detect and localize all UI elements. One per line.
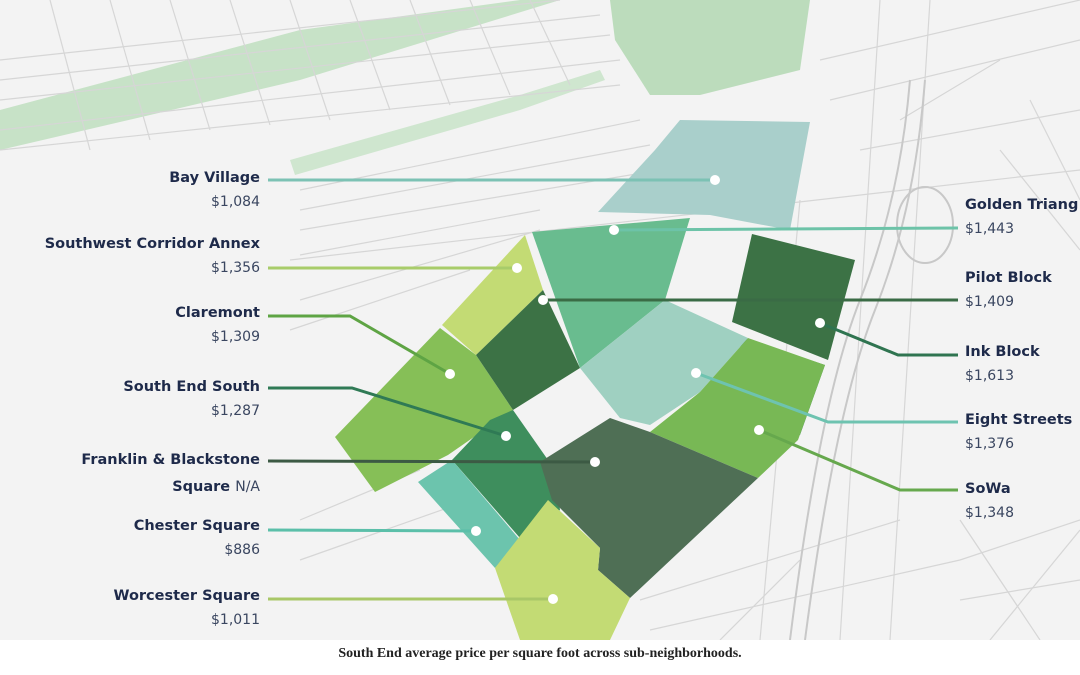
- region-pilot-block: [732, 234, 855, 360]
- marker-pilot-block: [538, 295, 548, 305]
- label-price: $1,409: [965, 294, 1014, 310]
- region-chester-square: [418, 460, 520, 568]
- label-name: Eight Streets: [965, 412, 1073, 428]
- label-price: $886: [224, 542, 260, 558]
- map-caption: South End average price per square foot …: [338, 646, 742, 661]
- region-bay-village: [598, 120, 810, 230]
- label-price: $1,613: [965, 368, 1014, 384]
- label-name: Southwest Corridor Annex: [44, 236, 260, 252]
- marker-claremont: [445, 369, 455, 379]
- label-name: Bay Village: [169, 170, 260, 186]
- label-name: Ink Block: [965, 344, 1040, 360]
- region-golden-triangle: [532, 218, 690, 368]
- leader-line-south-end-south: [268, 386, 507, 438]
- markers: [445, 175, 825, 604]
- leader-line-chester-square: [267, 528, 477, 533]
- label-price: $1,376: [965, 436, 1014, 452]
- label-price: $1,356: [211, 260, 260, 276]
- label-name: SoWa: [965, 481, 1011, 497]
- marker-sowa: [754, 425, 764, 435]
- label-name: Golden Triang: [965, 197, 1079, 213]
- label-bay-village: Bay Village $1,084: [169, 170, 260, 210]
- label-pilot-block: Pilot Block $1,409: [965, 270, 1052, 310]
- label-name-line2: Square: [172, 479, 231, 495]
- label-ink-block: Ink Block $1,613: [965, 344, 1040, 384]
- leader-line-claremont: [268, 314, 451, 376]
- label-worcester-square: Worcester Square $1,011: [113, 588, 260, 628]
- highway: [789, 79, 954, 640]
- marker-eight-streets: [691, 368, 701, 378]
- region-south-end-south-upper: [476, 290, 580, 410]
- marker-southwest-corridor-annex: [512, 263, 522, 273]
- region-eight-streets: [580, 300, 748, 425]
- region-sowa: [650, 338, 825, 478]
- leader-line-ink-block: [819, 321, 958, 357]
- leader-line-franklin-blackstone: [267, 459, 596, 464]
- label-name: South End South: [123, 379, 260, 395]
- label-southwest-corridor-annex: Southwest Corridor Annex $1,356: [45, 236, 260, 276]
- label-name: Worcester Square: [113, 588, 260, 604]
- label-price: $1,287: [211, 403, 260, 419]
- marker-golden-triangle: [609, 225, 619, 235]
- street-grid: [0, 0, 1080, 640]
- label-name: Pilot Block: [965, 270, 1052, 286]
- park-area: [610, 0, 810, 95]
- label-price: $1,309: [211, 329, 260, 345]
- neighborhood-map: [0, 0, 1080, 640]
- marker-bay-village: [710, 175, 720, 185]
- label-name: Chester Square: [133, 518, 260, 534]
- marker-worcester-square: [548, 594, 558, 604]
- label-name: Franklin & Blackstone: [81, 452, 260, 468]
- label-south-end-south: South End South $1,287: [123, 379, 260, 419]
- marker-chester-square: [471, 526, 481, 536]
- label-sowa: SoWa $1,348: [965, 481, 1014, 521]
- label-golden-triangle: Golden Triang $1,443: [965, 197, 1078, 237]
- region-worcester-square: [495, 500, 630, 640]
- leader-line-sowa: [758, 428, 958, 492]
- label-price: $1,084: [211, 194, 260, 210]
- label-eight-streets: Eight Streets $1,376: [965, 412, 1072, 452]
- label-price: $1,443: [965, 221, 1014, 237]
- label-price: $1,011: [211, 612, 260, 628]
- leader-line-eight-streets: [695, 371, 958, 424]
- marker-south-end-south: [501, 431, 511, 441]
- label-price: N/A: [235, 479, 260, 495]
- marker-franklin-blackstone: [590, 457, 600, 467]
- leader-line-golden-triangle: [613, 226, 959, 232]
- region-south-end-south: [452, 410, 560, 538]
- label-claremont: Claremont $1,309: [175, 305, 260, 345]
- marker-ink-block: [815, 318, 825, 328]
- label-price: $1,348: [965, 505, 1014, 521]
- park-strip: [290, 70, 605, 175]
- label-chester-square: Chester Square $886: [134, 518, 260, 558]
- riverfront-park: [0, 0, 560, 150]
- leader-lines: [267, 178, 959, 601]
- label-name: Claremont: [175, 305, 260, 321]
- label-franklin-blackstone: Franklin & Blackstone Square N/A: [81, 452, 260, 495]
